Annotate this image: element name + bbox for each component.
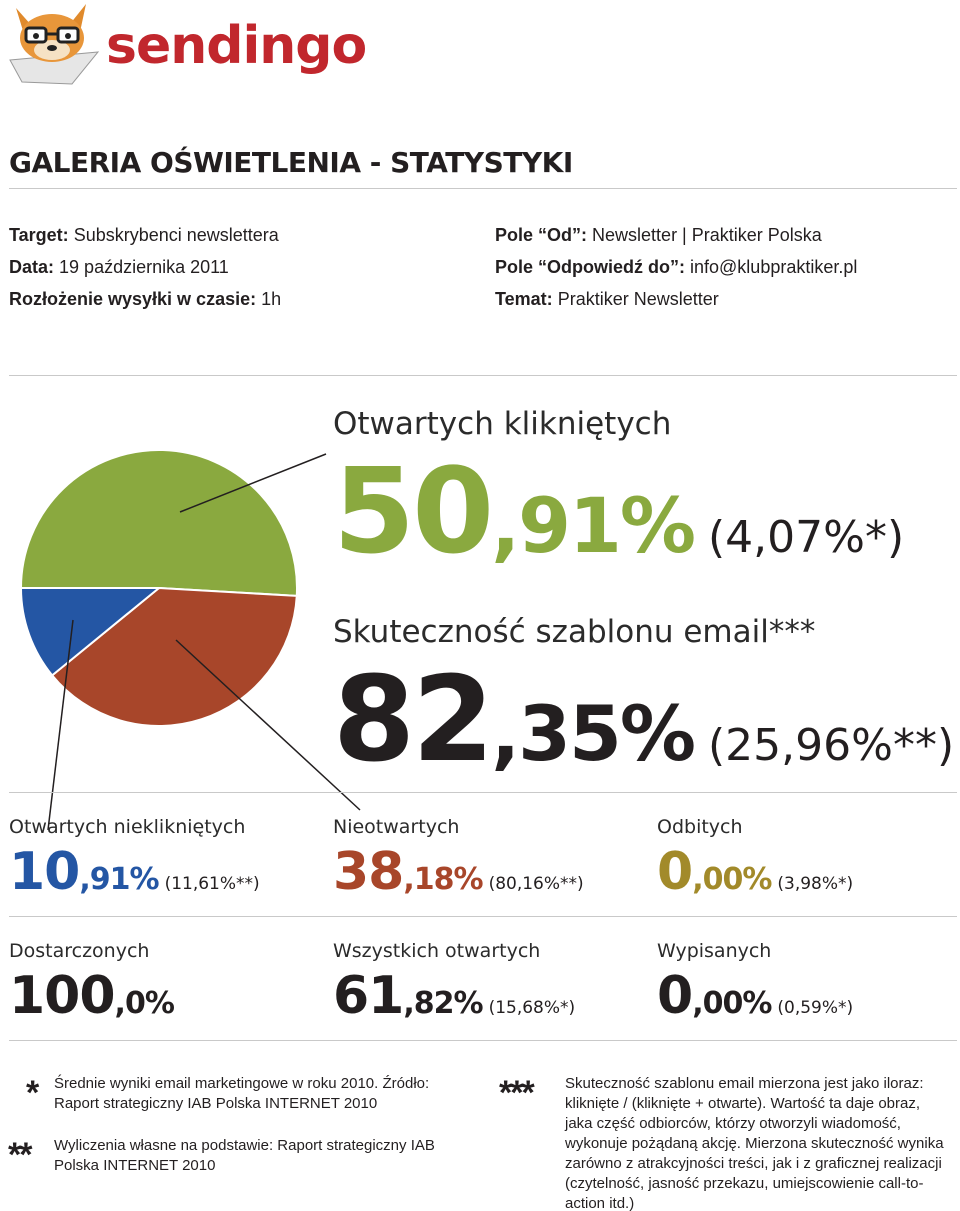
pie-slice [19,587,162,677]
stat-label: Odbitych [657,816,743,838]
headline-value-template: 82,35% (25,96%**) [333,650,955,788]
stat-label: Otwartych nieklikniętych [9,816,246,838]
footnote-mark: ** [8,1136,33,1174]
page-title: GALERIA OŚWIETLENIA - STATYSTYKI [9,146,573,179]
headline-label-template: Skuteczność szablonu email*** [333,614,816,650]
stat-value: 10,91% (11,61%**) [9,842,260,902]
divider [9,188,957,189]
meta-left: Target: Subskrybenci newslettera Data: 1… [9,219,281,315]
stat-value: 0,00% (3,98%*) [657,842,854,902]
fox-mascot-icon [9,4,100,85]
headline-value-clicked: 50,91% (4,07%*) [333,442,905,580]
divider [9,1040,957,1041]
meta-right: Pole “Od”: Newsletter | Praktiker Polska… [495,219,857,315]
divider [9,792,957,793]
stat-value: 61,82% (15,68%*) [333,966,576,1026]
divider [9,375,957,376]
brand-logo: sendingo [0,0,367,90]
meta-row: Rozłożenie wysyłki w czasie: 1h [9,289,282,309]
meta-row: Temat: Praktiker Newsletter [495,289,719,309]
stat-delivered: Dostarczonych 100,0% [9,940,309,1026]
footnote: ** Wyliczenia własne na podstawie: Rapor… [8,1136,464,1176]
footnote: *** Skuteczność szablonu email mierzona … [499,1074,945,1211]
meta-row: Data: 19 października 2011 [9,257,229,277]
pie-slice [19,449,298,597]
footnote-mark: *** [499,1074,535,1112]
meta-row: Target: Subskrybenci newslettera [9,225,279,245]
stat-label: Wszystkich otwartych [333,940,541,962]
divider [9,916,957,917]
headline-label-clicked: Otwartych klikniętych [333,406,672,442]
stat-value: 0,00% (0,59%*) [657,966,854,1026]
stat-label: Dostarczonych [9,940,150,962]
stat-all-opened: Wszystkich otwartych 61,82% (15,68%*) [333,940,633,1026]
footnote-mark: * [26,1074,39,1112]
footnote-text: Wyliczenia własne na podstawie: Raport s… [54,1137,435,1174]
footnote-text: Skuteczność szablonu email mierzona jest… [565,1075,944,1211]
stat-unclicked: Otwartych nieklikniętych 10,91% (11,61%**… [9,816,309,902]
pie-slice [50,586,298,727]
stat-value: 38,18% (80,16%**) [333,842,584,902]
meta-row: Pole “Od”: Newsletter | Praktiker Polska [495,225,822,245]
brand-name: sendingo [106,16,367,76]
stat-unsubscribed: Wypisanych 0,00% (0,59%*) [657,940,957,1026]
meta-row: Pole “Odpowiedź do”: info@klubpraktiker.… [495,257,858,277]
leader-line [175,639,361,811]
stat-label: Nieotwartych [333,816,460,838]
stat-value: 100,0% [9,966,175,1026]
stat-label: Wypisanych [657,940,772,962]
footnote: * Średnie wyniki email marketingowe w ro… [26,1074,464,1114]
pie-chart [19,449,361,831]
leader-line [179,453,327,513]
leader-line [47,619,74,831]
stat-unopened: Nieotwartych 38,18% (80,16%**) [333,816,633,902]
stat-bounced: Odbitych 0,00% (3,98%*) [657,816,957,902]
footnote-text: Średnie wyniki email marketingowe w roku… [54,1075,430,1112]
